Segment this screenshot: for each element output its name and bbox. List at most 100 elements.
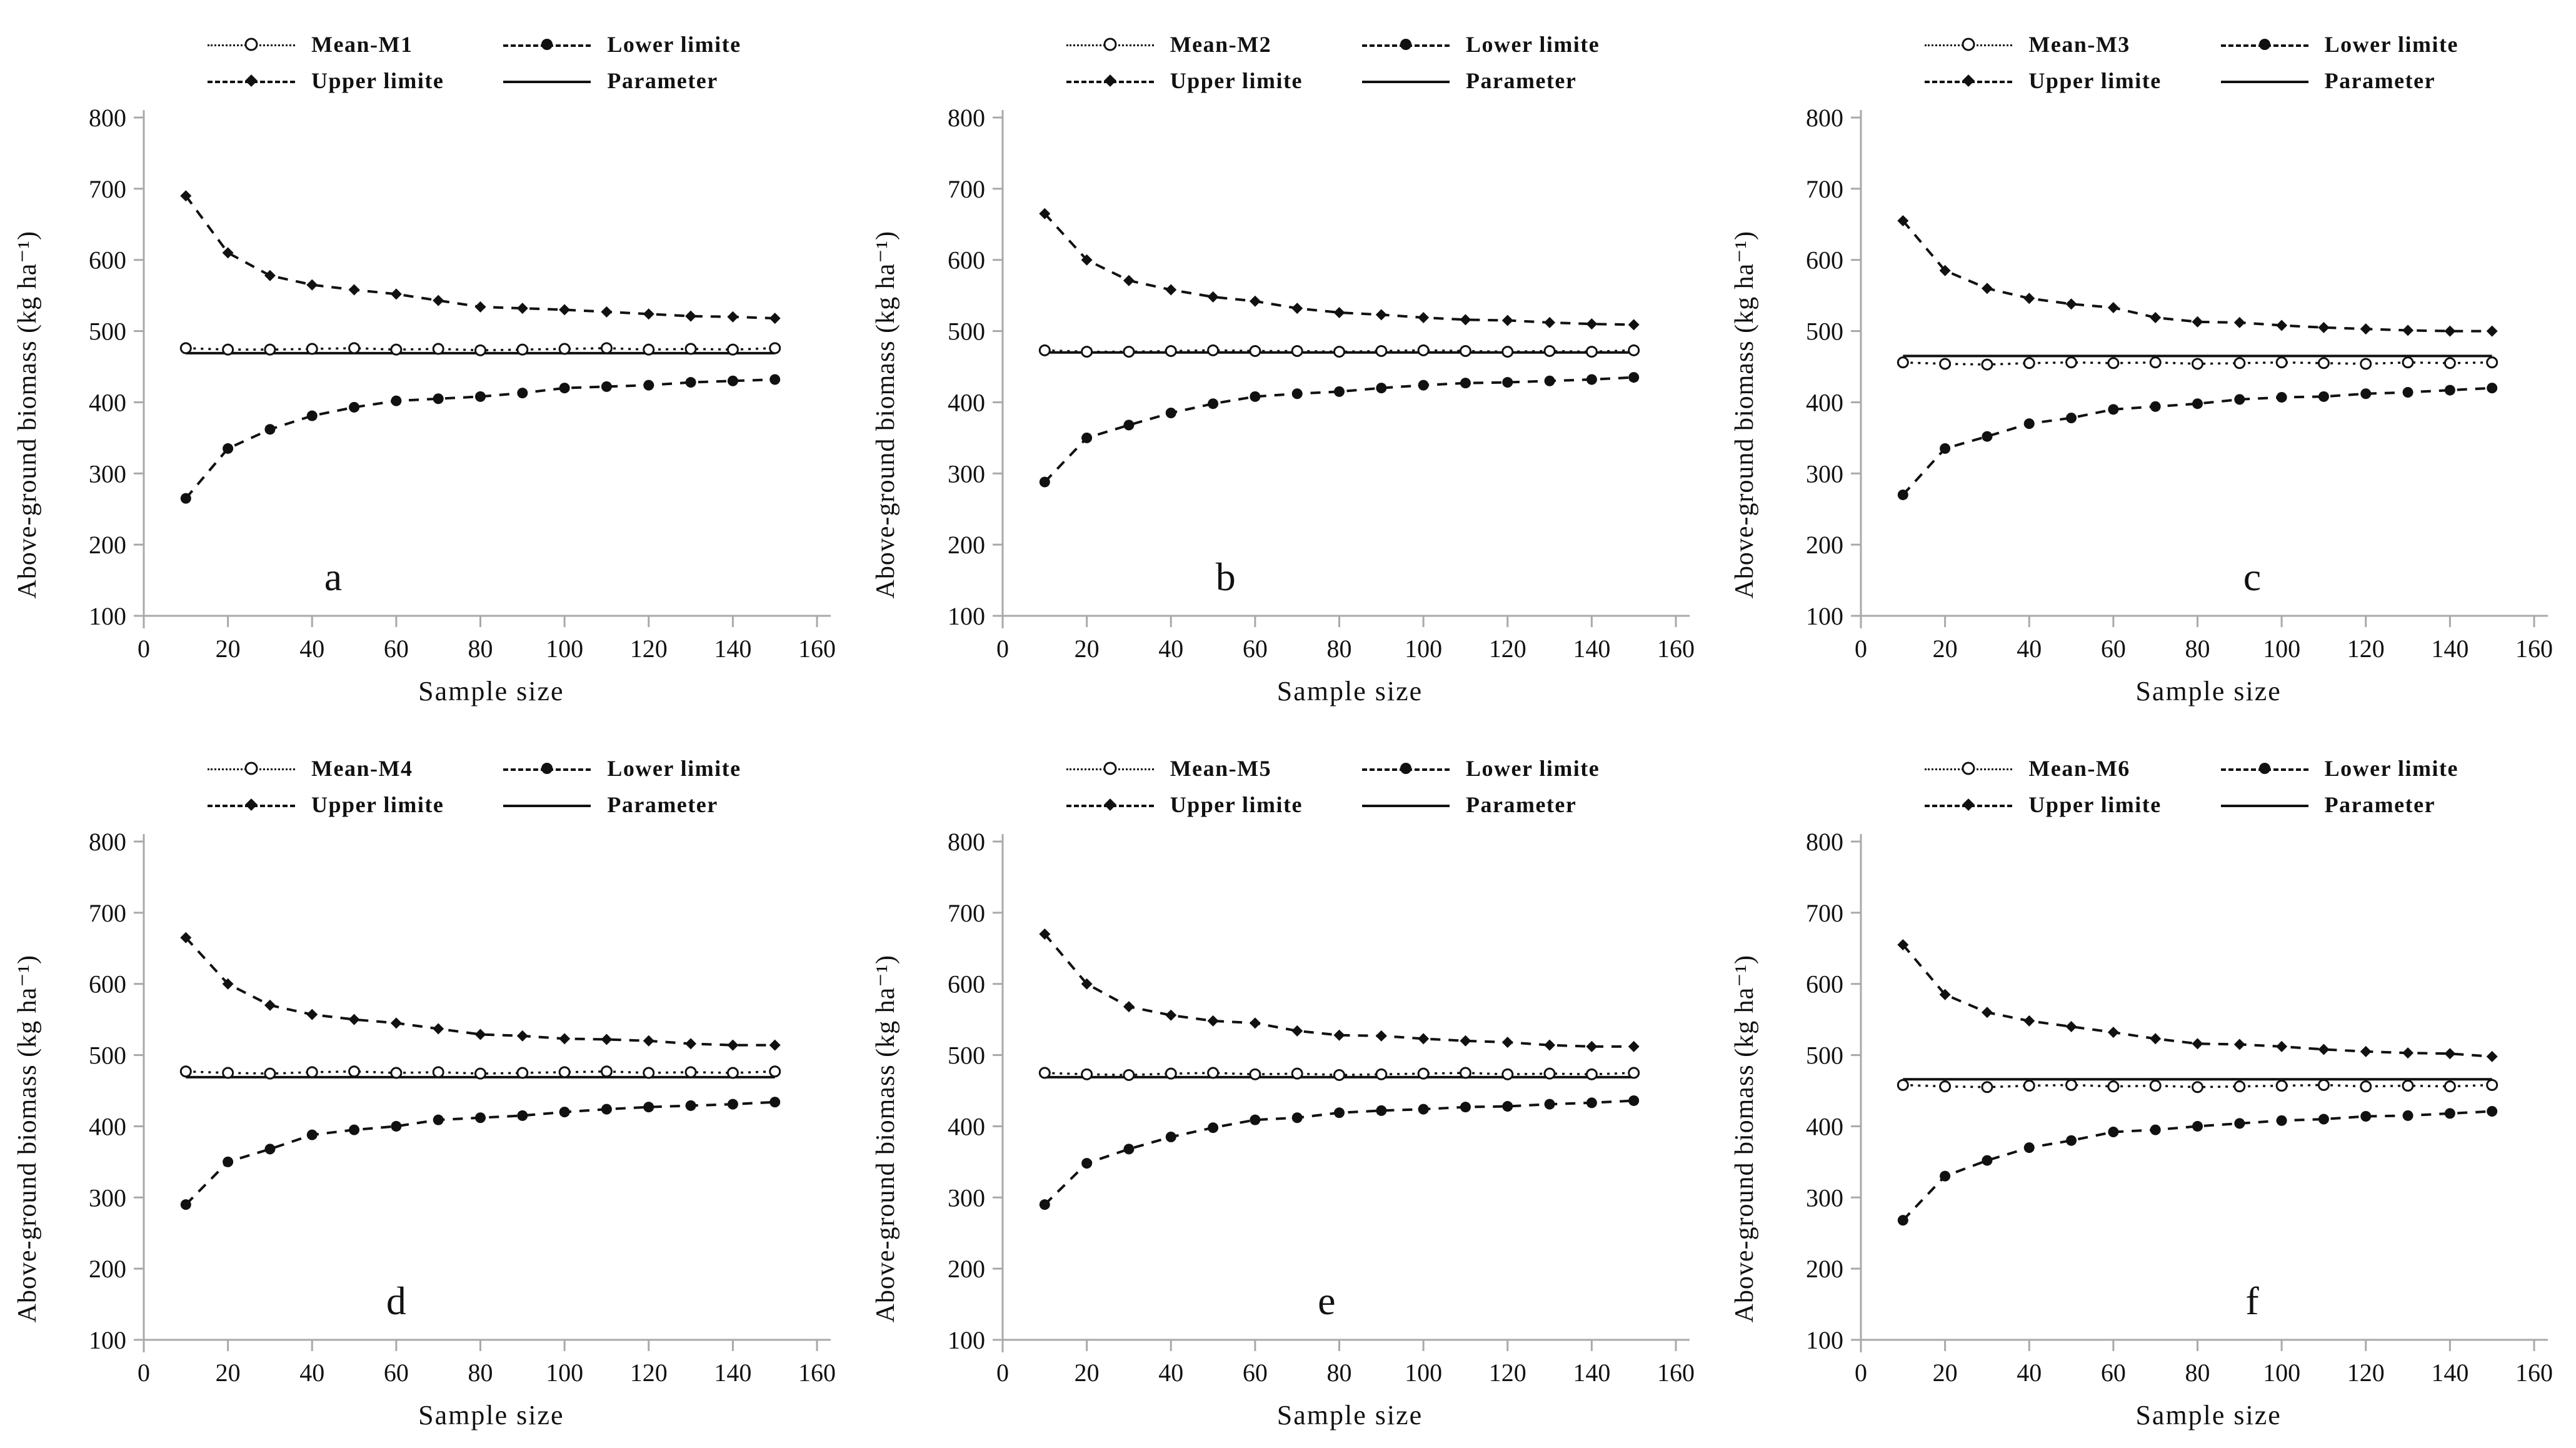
filled-circle-marker [1207,1122,1218,1134]
legend-label-upper-limit: Upper limite [2028,68,2162,93]
filled-circle-marker [1982,1155,1993,1166]
legend-label-parameter: Parameter [2324,792,2436,817]
filled-circle-marker [2066,412,2077,423]
plot-column: 0 20 40 60 80 100 120 140 160 100 200 300 400 500 600 7… [909,833,1710,1444]
x-tick-label: 160 [798,635,836,663]
filled-circle-marker [2066,1135,2077,1146]
filled-diamond-marker [1460,314,1471,326]
filled-diamond-marker [2150,311,2162,323]
open-circle-marker [1080,1068,1093,1080]
chart-plot: 0 20 40 60 80 100 120 140 160 100 200 300 400 500 600 7… [948,833,1695,1387]
filled-diamond-marker [559,304,571,316]
open-circle-marker [1897,1078,1910,1091]
filled-diamond-marker [474,1028,486,1040]
open-circle-marker-icon [1962,762,1975,775]
y-tick-label: 200 [948,531,985,559]
legend-item-lower-limit: Lower limite [503,755,741,782]
legend-label-parameter: Parameter [1466,68,1577,93]
y-tick-label: 100 [948,1326,985,1354]
panel-d: Mean-M4 Lower limite Upper limite [0,724,859,1448]
open-circle-marker [1417,1067,1430,1080]
x-tick-label: 120 [2347,1359,2385,1387]
legend-label-mean: Mean-M6 [2028,756,2130,781]
open-circle-marker [1249,344,1261,357]
x-tick-label: 60 [1243,1359,1268,1387]
open-circle-marker [2275,356,2288,369]
open-circle-marker [179,342,192,354]
filled-diamond-marker [1417,311,1429,323]
y-tick-label: 400 [1806,1112,1843,1140]
filled-circle-marker [727,375,738,386]
lower-limit-series-icon [503,35,591,54]
filled-circle-marker [1333,386,1345,397]
filled-circle-marker [2108,404,2119,415]
filled-diamond-marker [1081,978,1093,990]
legend-label-parameter: Parameter [2324,68,2436,93]
x-tick-label: 20 [1933,1359,1958,1387]
x-tick-label: 100 [1405,635,1442,663]
filled-diamond-marker [2487,1050,2498,1062]
open-circle-marker [1165,344,1177,357]
y-tick-label: 500 [1806,318,1843,346]
filled-diamond-marker [264,999,276,1011]
filled-circle-marker [2150,401,2162,412]
filled-diamond-marker [1375,1030,1387,1042]
y-axis-label-box: Above-ground biomass (kg ha⁻¹) [863,109,909,720]
filled-diamond-marker [1291,303,1303,314]
open-circle-marker [2023,1080,2036,1092]
filled-diamond-marker [306,279,318,291]
y-tick-label: 600 [1806,970,1843,998]
filled-diamond-marker [348,1013,360,1025]
y-tick-label: 100 [89,1326,126,1354]
legend-item-lower-limit: Lower limite [2220,755,2458,782]
legend-label-lower-limit: Lower limite [2324,756,2458,781]
x-axis-label: Sample size [1276,676,1423,706]
y-tick-label: 800 [1806,833,1843,856]
filled-circle-marker [1375,383,1386,394]
x-tick-label: 60 [1243,635,1268,663]
x-axis-label: Sample size [2135,1400,2282,1430]
legend-item-mean: Mean-M2 [1066,31,1303,58]
x-axis-label: Sample size [418,676,564,706]
chart-legend: Mean-M1 Lower limite Upper limite [4,16,851,109]
filled-diamond-marker-icon [245,798,258,811]
filled-diamond-marker [2276,319,2288,331]
filled-diamond-marker [1038,208,1050,219]
filled-circle-marker-icon [2258,763,2270,774]
filled-circle-marker [1544,1099,1555,1110]
open-circle-marker-icon [1962,38,1975,51]
filled-circle-marker [769,1097,781,1108]
open-circle-marker-icon [1103,38,1117,51]
panel-letter: e [1318,1279,1335,1323]
x-tick-label: 120 [1488,635,1526,663]
filled-circle-marker [1081,1158,1092,1169]
x-tick-label: 120 [1488,1359,1526,1387]
filled-circle-marker [1628,372,1639,383]
y-tick-label: 100 [948,602,985,630]
open-circle-marker [1038,1067,1051,1079]
upper-limit-series-icon [208,71,296,90]
legend-label-upper-limit: Upper limite [2028,792,2162,817]
filled-diamond-marker [1982,1007,1993,1018]
legend-label-lower-limit: Lower limite [2324,32,2458,57]
filled-diamond-marker [1939,988,1951,1000]
filled-diamond-marker [2150,1033,2162,1045]
x-tick-label: 0 [1855,1359,1867,1387]
filled-diamond-marker [2402,1047,2414,1059]
panel-letter: f [2246,1279,2260,1323]
solid-line-icon [503,81,591,83]
filled-diamond-marker [2360,1045,2372,1057]
open-circle-marker [2444,357,2457,370]
filled-circle-marker-icon [541,763,553,774]
open-circle-marker [264,1067,276,1080]
open-circle-marker [1333,346,1345,358]
legend-item-parameter: Parameter [1362,792,1600,818]
filled-circle-marker [1501,377,1513,388]
open-circle-marker [1206,1067,1219,1079]
open-circle-marker [1627,1067,1640,1079]
open-circle-marker [1417,344,1430,356]
series-line-lower-limite [1043,376,1634,483]
filled-circle-marker [1418,1104,1429,1115]
filled-diamond-marker [1207,1015,1219,1027]
chart-legend: Mean-M2 Lower limite Upper limite [863,16,1710,109]
